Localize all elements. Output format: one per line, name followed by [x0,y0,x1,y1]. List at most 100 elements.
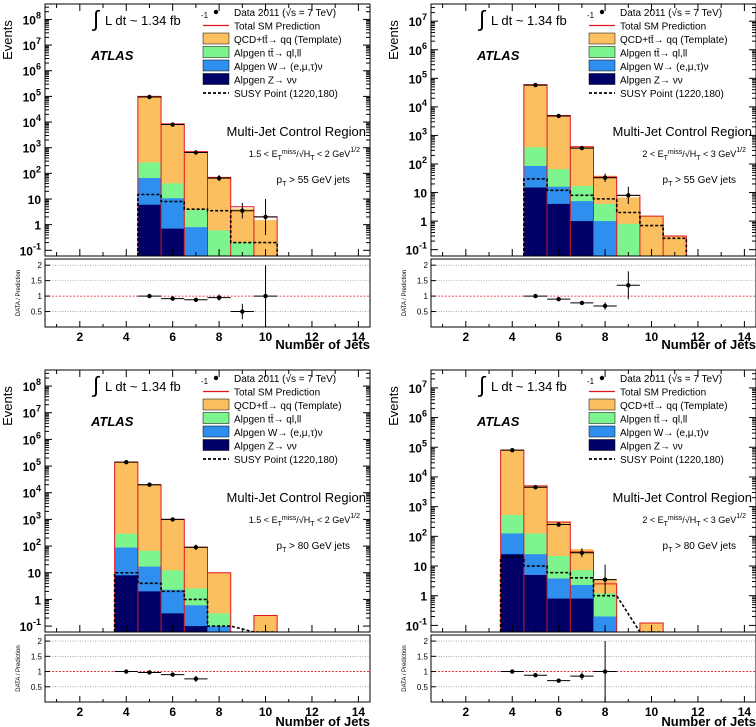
y-tick-label: 10-1 [406,241,427,258]
ratio-y-tick-label: 1.5 [417,652,429,661]
legend-marker-qcd [202,398,230,411]
legend-label-sm: Total SM Prediction [234,388,320,399]
y-axis-label: Events [386,20,401,60]
bar-zjets [570,221,594,256]
ratio-y-tick-label: 0.5 [417,683,429,692]
cut-label: 1.5 < ETmiss/√HT < 2 GeV1/2 [249,147,360,162]
data-point [263,214,268,220]
ratio-y-tick-label: 0.5 [31,308,43,317]
ratio-y-tick-label: 2 [38,637,43,646]
y-tick-label: 105 [23,87,41,104]
ratio-point [579,300,585,306]
data-point [240,208,245,213]
ratio-y-label: DATA / Prediction [402,270,408,316]
x-tick-label: 10 [645,330,659,344]
lumi-integral: ∫ [91,372,101,397]
y-tick-label: 102 [409,155,427,172]
data-point [556,522,561,527]
x-tick-label: 8 [602,705,609,719]
ratio-y-tick-label: 1.5 [31,652,43,661]
x-axis-label: Number of Jets [661,714,756,727]
legend-marker-wjets [202,59,230,72]
ratio-y-tick-label: 1.5 [417,277,429,286]
legend-label-ttbar: Alpgen tt̄→ ql,ll [620,413,687,425]
legend-marker-data [213,9,219,15]
ratio-y-tick-label: 0.5 [417,308,429,317]
ratio-point [216,295,222,300]
x-tick-label: 4 [123,705,130,719]
bar-zjets [161,228,185,256]
y-tick-label: 103 [23,510,41,527]
region-label: Multi-Jet Control Region [227,490,366,505]
legend-label-wjets: Alpgen W→ (e,μ,τ)ν [234,428,323,439]
legend-label-zjets: Alpgen Z→ νν [620,442,683,453]
bar-zjets [161,613,185,632]
y-tick-label: 104 [409,98,427,115]
legend-marker-zjets [202,439,230,451]
legend-marker-data [599,9,605,15]
bar-wjets [593,221,617,256]
legend-label-susy: SUSY Point (1220,180) [620,455,724,466]
y-tick-label: 103 [409,498,427,515]
lumi-exponent: -1 [587,377,595,386]
bar-zjets [500,554,524,632]
legend-label-ttbar: Alpgen tt̄→ ql,ll [234,413,301,425]
bar-qcd [663,236,687,256]
atlas-label: ATLAS [476,48,520,63]
ratio-y-tick-label: 1 [424,668,429,677]
pt-label: pT > 80 GeV jets [663,541,737,554]
legend-marker-qcd [588,32,616,45]
y-tick-label: 107 [23,404,41,421]
bar-zjets [114,575,138,632]
x-tick-label: 14 [352,705,366,719]
ratio-point [263,293,268,299]
lumi-integral: ∫ [477,372,487,397]
y-tick-label: 10-1 [406,616,427,633]
ratio-point [556,678,561,683]
legend-label-data: Data 2011 (√s = 7 TeV) [620,7,722,19]
bar-ttbar [207,230,231,256]
pt-label: pT > 55 GeV jets [663,175,737,188]
y-tick-label: 107 [409,12,427,29]
bar-zjets [137,204,162,256]
legend-label-sm: Total SM Prediction [620,388,706,399]
susy-line [137,193,278,256]
susy-line [113,571,278,632]
lumi-label: L dt ~ 1.34 fb [105,379,181,394]
bar-wjets [593,616,617,632]
x-tick-label: 2 [462,705,469,719]
y-tick-label: 107 [23,36,41,53]
legend-label-susy: SUSY Point (1220,180) [234,455,338,466]
ratio-point [602,669,608,674]
bar-zjets [137,591,162,632]
x-tick-label: 12 [691,705,705,719]
lumi-integral: ∫ [477,6,487,31]
data-point [626,193,631,198]
data-point [556,113,561,119]
atlas-label: ATLAS [90,414,134,429]
x-tick-label: 2 [76,330,83,344]
y-tick-label: 105 [409,438,427,455]
legend-label-qcd: QCD+tt̄→ qq (Template) [234,400,342,412]
bar-qcd [253,220,278,256]
plot-area [113,459,278,632]
x-tick-label: 12 [305,705,319,719]
bar-ttbar [230,242,254,256]
lumi-exponent: -1 [201,377,209,386]
legend-marker-qcd [588,398,616,411]
y-tick-label: 102 [23,164,41,181]
y-tick-label: 1 [34,593,41,607]
legend-marker-wjets [588,59,616,72]
pt-label: pT > 55 GeV jets [277,175,351,188]
x-tick-label: 2 [462,330,469,344]
lumi-label: L dt ~ 1.34 fb [491,379,567,394]
legend-label-qcd: QCD+tt̄→ qq (Template) [620,400,728,412]
x-axis-label: Number of Jets [275,337,370,352]
ratio-point [510,669,515,674]
ratio-point [124,669,129,674]
x-tick-label: 6 [555,330,562,344]
legend-label-data: Data 2011 (√s = 7 TeV) [234,373,336,385]
